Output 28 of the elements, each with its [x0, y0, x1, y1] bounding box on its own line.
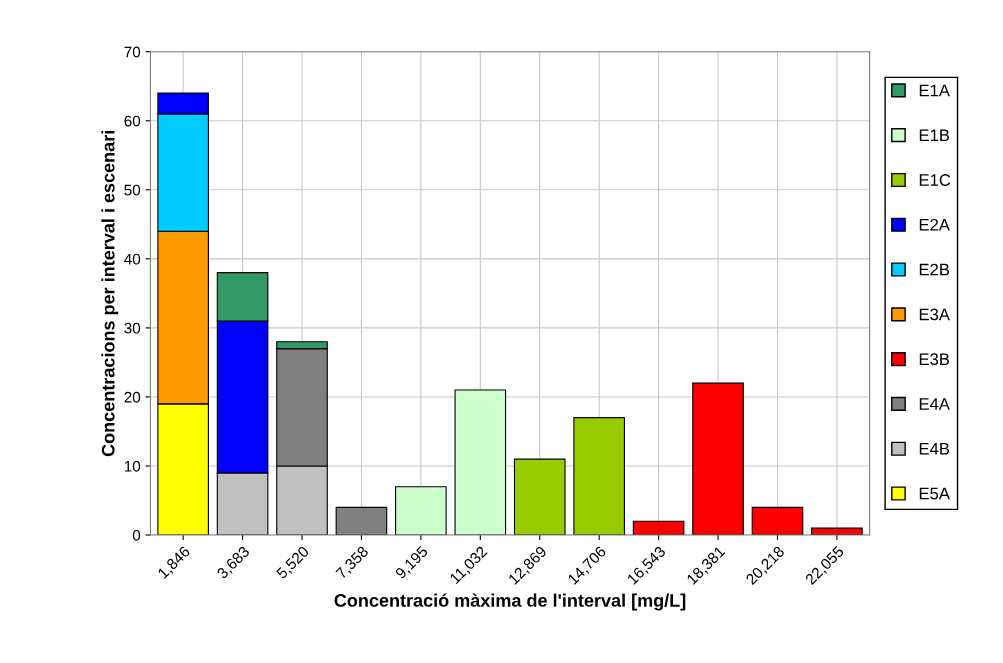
legend-label: E1A: [919, 84, 950, 97]
legend-label: E3B: [919, 353, 950, 366]
legend-label: E5A: [919, 487, 950, 500]
legend-label: E4B: [919, 443, 950, 455]
y-tick-label: 40: [124, 253, 141, 265]
y-axis-title: Concentracions per interval i escenari: [101, 131, 119, 457]
legend-label: E1B: [919, 129, 950, 141]
bar: [513, 458, 566, 536]
bar: [573, 417, 625, 536]
x-axis-title: Concentració màxima de l'interval [mg/L]: [334, 593, 686, 611]
y-tick-label: 60: [124, 115, 141, 127]
y-tick-label: 10: [124, 460, 141, 472]
y-tick-label: 30: [124, 322, 141, 334]
y-tick-label: 20: [124, 391, 141, 403]
bar: [395, 486, 447, 536]
legend-label: E4A: [919, 398, 950, 410]
bar: [692, 382, 744, 536]
legend-label: E2B: [919, 263, 950, 276]
bar: [454, 389, 507, 536]
y-tick-label: 50: [124, 184, 141, 196]
y-tick-label: 0: [132, 529, 141, 541]
legend-label: E1C: [919, 174, 951, 186]
legend-label: E3A: [919, 308, 950, 321]
bar: [632, 520, 685, 536]
bar: [751, 506, 804, 536]
bar: [811, 527, 863, 536]
y-tick-label: 70: [124, 46, 141, 58]
legend-label: E2A: [919, 218, 950, 231]
